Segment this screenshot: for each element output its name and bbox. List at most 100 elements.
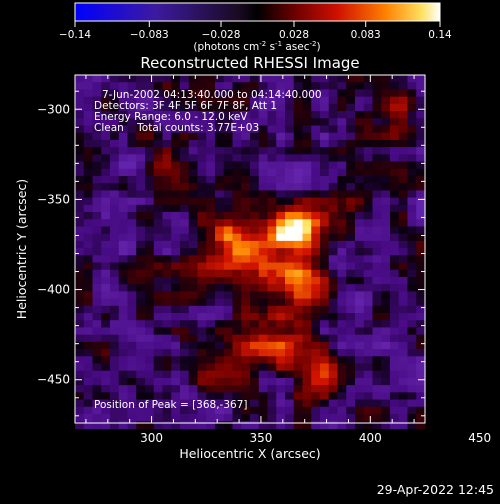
heatmap-cell <box>381 262 391 271</box>
heatmap-cell <box>372 175 382 184</box>
heatmap-cell <box>215 161 225 170</box>
heatmap-cell <box>398 168 409 177</box>
heatmap-cell <box>320 226 330 235</box>
heatmap-cell <box>162 313 172 321</box>
heatmap-cell <box>171 349 181 357</box>
heatmap-cell <box>180 139 190 148</box>
heatmap-cell <box>153 377 164 386</box>
heatmap-cell <box>311 197 321 206</box>
heatmap-cell <box>241 356 251 365</box>
heatmap-cell <box>372 219 382 228</box>
heatmap-cell <box>258 219 269 228</box>
heatmap-cell <box>206 212 216 220</box>
heatmap-cell <box>293 356 304 365</box>
heatmap-cell <box>92 82 102 91</box>
heatmap-cell <box>223 197 234 206</box>
heatmap-cell <box>171 406 181 415</box>
heatmap-cell <box>75 413 85 422</box>
heatmap-cell <box>206 298 216 307</box>
heatmap-cell <box>145 305 155 314</box>
heatmap-cell <box>241 248 251 256</box>
heatmap-cell <box>311 385 321 393</box>
heatmap-cell <box>302 233 312 242</box>
heatmap-cell <box>153 269 164 278</box>
heatmap-cell <box>398 370 409 379</box>
heatmap-cell <box>241 226 251 235</box>
heatmap-cell <box>197 399 207 408</box>
heatmap-cell <box>171 392 181 401</box>
heatmap-cell <box>101 183 111 191</box>
heatmap-cell <box>223 233 234 242</box>
heatmap-cell <box>267 298 277 307</box>
heatmap-cell <box>337 284 347 292</box>
heatmap-cell <box>416 276 426 285</box>
heatmap-cell <box>110 204 120 213</box>
heatmap-cell <box>215 305 225 314</box>
heatmap-cell <box>223 262 234 271</box>
heatmap-cell <box>136 103 146 112</box>
heatmap-cell <box>363 154 374 163</box>
heatmap-cell <box>276 370 286 379</box>
heatmap-cell <box>83 118 94 127</box>
heatmap-cell <box>153 183 164 191</box>
heatmap-cell <box>372 197 382 206</box>
heatmap-cell <box>136 219 146 228</box>
heatmap-cell <box>83 399 94 408</box>
heatmap-cell <box>355 313 365 321</box>
heatmap-cell <box>223 161 234 170</box>
heatmap-cell <box>346 248 356 256</box>
heatmap-cell <box>355 96 365 105</box>
heatmap-cell <box>285 183 295 191</box>
heatmap-cell <box>197 212 207 220</box>
heatmap-cell <box>110 413 120 422</box>
heatmap-cell <box>110 175 120 184</box>
heatmap-cell <box>162 305 172 314</box>
heatmap-cell <box>162 125 172 134</box>
heatmap-cell <box>136 377 146 386</box>
heatmap-cell <box>162 75 172 83</box>
heatmap-cell <box>223 139 234 148</box>
heatmap-cell <box>92 349 102 357</box>
heatmap-cell <box>232 197 242 206</box>
heatmap-cell <box>145 226 155 235</box>
heatmap-cell <box>293 276 304 285</box>
heatmap-cell <box>328 356 339 365</box>
heatmap-cell <box>180 183 190 191</box>
heatmap-cell <box>372 233 382 242</box>
heatmap-cell <box>407 356 417 365</box>
heatmap-cell <box>197 111 207 119</box>
heatmap-cell <box>92 183 102 191</box>
heatmap-cell <box>346 298 356 307</box>
heatmap-cell <box>232 269 242 278</box>
heatmap-cell <box>372 276 382 285</box>
heatmap-cell <box>197 89 207 98</box>
heatmap-cell <box>145 139 155 148</box>
heatmap-cell <box>171 313 181 321</box>
heatmap-cell <box>276 341 286 350</box>
heatmap-cell <box>197 262 207 271</box>
heatmap-cell <box>83 262 94 271</box>
heatmap-cell <box>372 298 382 307</box>
heatmap-cell <box>302 291 312 300</box>
heatmap-cell <box>206 183 216 191</box>
heatmap-cell <box>381 363 391 372</box>
heatmap-cell <box>75 212 85 220</box>
heatmap-cell <box>250 385 260 393</box>
heatmap-cell <box>276 219 286 228</box>
heatmap-cell <box>215 139 225 148</box>
heatmap-cell <box>302 226 312 235</box>
heatmap-cell <box>75 240 85 249</box>
heatmap-cell <box>250 75 260 83</box>
heatmap-cell <box>110 233 120 242</box>
heatmap-cell <box>267 168 277 177</box>
heatmap-cell <box>250 363 260 372</box>
heatmap-cell <box>337 139 347 148</box>
heatmap-cell <box>215 284 225 292</box>
heatmap-cell <box>337 103 347 112</box>
heatmap-cell <box>232 212 242 220</box>
x-tick-label: 400 <box>359 431 382 445</box>
heatmap-cell <box>188 413 199 422</box>
heatmap-cell <box>276 183 286 191</box>
heatmap-cell <box>328 118 339 127</box>
heatmap-cell <box>276 125 286 134</box>
